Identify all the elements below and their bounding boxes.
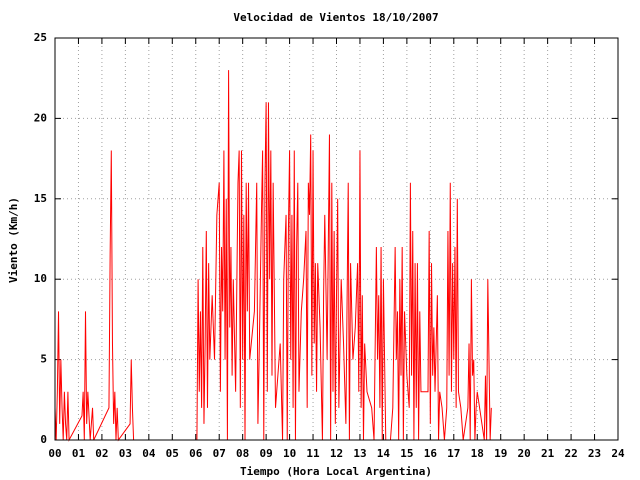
x-tick-label: 07: [213, 447, 226, 460]
x-tick-label: 01: [72, 447, 86, 460]
x-tick-label: 13: [353, 447, 366, 460]
y-axis-title: Viento (Km/h): [7, 197, 20, 283]
x-tick-label: 22: [564, 447, 577, 460]
y-tick-label: 5: [40, 353, 47, 366]
x-tick-label: 04: [142, 447, 156, 460]
y-tick-label: 10: [34, 272, 47, 285]
chart-title: Velocidad de Vientos 18/10/2007: [233, 11, 438, 24]
data-line: [54, 70, 492, 442]
x-tick-label: 19: [494, 447, 507, 460]
x-tick-label: 23: [588, 447, 601, 460]
y-tick-label: 15: [34, 192, 47, 205]
x-tick-label: 06: [189, 447, 203, 460]
x-tick-label: 16: [424, 447, 438, 460]
x-tick-label: 03: [119, 447, 132, 460]
x-tick-label: 02: [95, 447, 108, 460]
x-tick-label: 14: [377, 447, 391, 460]
x-tick-label: 21: [541, 447, 555, 460]
x-tick-label: 15: [400, 447, 413, 460]
x-tick-label: 05: [166, 447, 179, 460]
x-tick-label: 09: [260, 447, 273, 460]
x-tick-label: 17: [447, 447, 460, 460]
x-tick-label: 00: [48, 447, 61, 460]
x-tick-label: 18: [471, 447, 484, 460]
x-tick-label: 12: [330, 447, 343, 460]
y-tick-label: 25: [34, 31, 47, 44]
x-tick-label: 20: [518, 447, 531, 460]
x-tick-label: 08: [236, 447, 249, 460]
plot-frame: [54, 37, 619, 441]
x-tick-label: 11: [306, 447, 320, 460]
y-tick-label: 0: [40, 433, 47, 446]
x-tick-label: 24: [611, 447, 625, 460]
x-tick-label: 10: [283, 447, 296, 460]
x-axis-title: Tiempo (Hora Local Argentina): [240, 465, 432, 478]
y-tick-label: 20: [34, 111, 47, 124]
